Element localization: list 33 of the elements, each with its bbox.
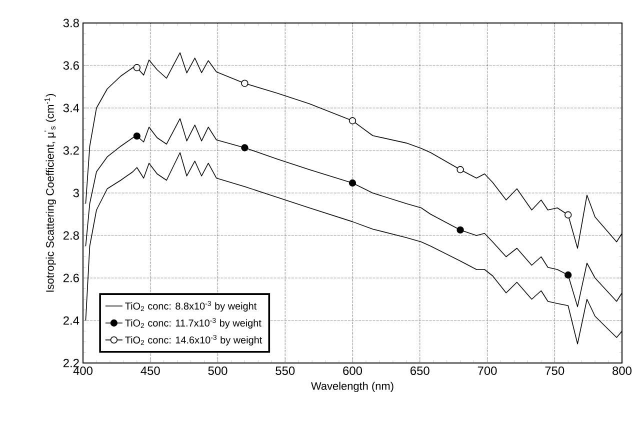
x-tick-label: 800 [612,366,632,375]
point [456,166,464,174]
x-tick-label: 550 [276,366,295,375]
x-tick-label: 400 [73,366,93,375]
point [241,144,248,152]
point [133,64,140,72]
x-tick-label: 600 [343,366,362,375]
y-tick-label: 2.6 [63,274,79,282]
x-tick-label: 650 [410,366,430,375]
point [564,211,572,218]
point [456,226,464,234]
point [348,179,356,187]
point [564,271,572,279]
legend-label: TiO$_{2}$ conc: 8.8x10$^{-3}$ by weight [125,301,257,312]
y-tick-label: 2.8 [63,231,79,240]
point [241,80,248,87]
legend-label: TiO$_{2}$ conc: 11.7x10$^{-3}$ by weight [125,318,262,329]
y-tick-label: 3.6 [63,61,79,70]
legend-label: TiO$_{2}$ conc: 14.6x10$^{-3}$ by weight [125,334,262,346]
y-tick-label: 3.8 [63,18,79,28]
x-tick-label: 750 [545,366,564,375]
y-tick-label: 2.4 [63,316,80,325]
x-tick-label: 450 [140,366,160,375]
point [348,117,356,124]
y-tick-label: 3.4 [63,104,80,112]
x-tick-label: 500 [208,366,228,375]
x-axis-title: Wavelength (nm) [311,382,394,392]
x-tick-label: 700 [478,366,497,375]
point [133,132,140,140]
y-tick-label: 2.2 [63,358,79,368]
y-tick-label: 3 [73,188,79,198]
y-axis-title: Isotropic Scattering Coefficient, μ$^{'}$$_{s}$ (cm$^{-1}$) [44,94,56,292]
y-tick-label: 3.2 [63,146,79,155]
